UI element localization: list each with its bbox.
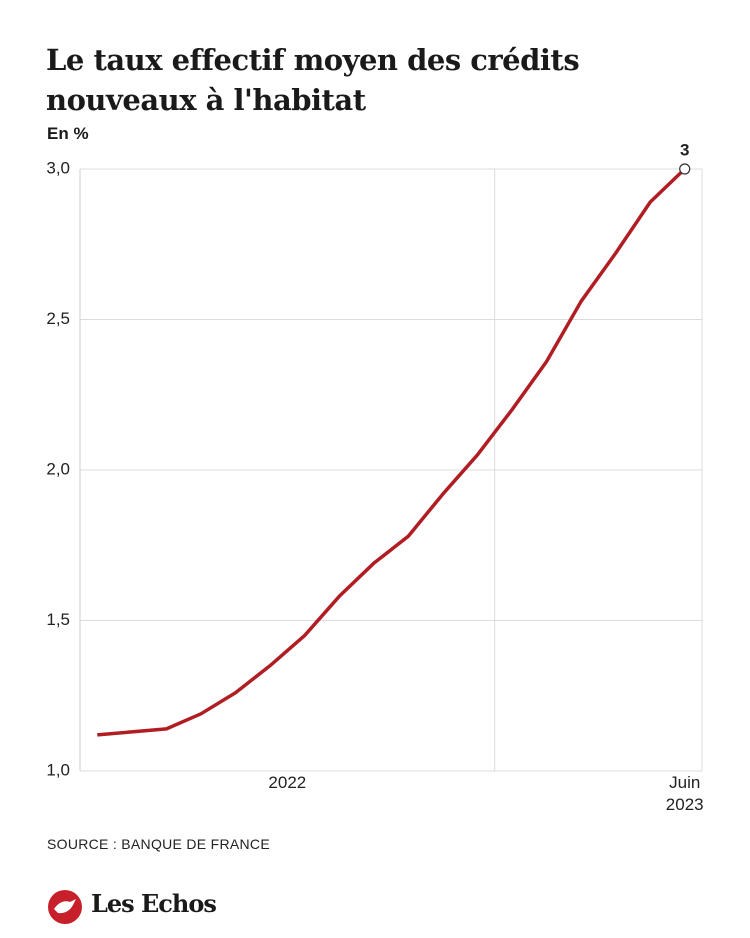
chart-title: Le taux effectif moyen des crédits nouve… [46, 43, 580, 117]
y-axis-label: En % [47, 124, 89, 143]
y-tick-label: 3,0 [46, 158, 70, 177]
point-marker [679, 163, 691, 175]
y-tick-label: 2,5 [46, 309, 70, 328]
y-tick-label: 1,5 [46, 610, 70, 629]
brand-name: Les Echos [91, 889, 217, 918]
brand-logo [48, 890, 82, 924]
source: SOURCE : BANQUE DE FRANCE [47, 836, 270, 852]
line [97, 167, 686, 737]
data-label: 3 [680, 140, 689, 159]
x-tick-label: Juin 2023 [665, 773, 704, 814]
y-tick-label: 2,0 [46, 459, 70, 478]
y-tick-label: 1,0 [46, 760, 70, 779]
x-tick-label: 2022 [268, 773, 307, 792]
